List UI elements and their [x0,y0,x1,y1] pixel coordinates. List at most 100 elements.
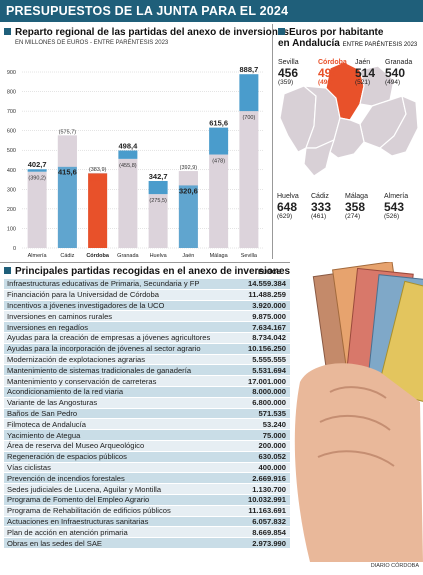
banknotes-photo [290,262,423,562]
city-jaen: Jaén 514 (521) [355,59,376,86]
row-label: Plan de acción en atención primaria [7,527,128,537]
row-amount: 1.130.700 [252,484,286,494]
row-label: Mantenimiento y conservación de carreter… [7,376,157,386]
row-amount: 2.973.990 [252,538,286,548]
y-tick-label: 400 [7,168,16,174]
row-amount: 10.032.991 [247,495,286,505]
row-label: Prevención de incendios forestales [7,473,125,483]
bar-current [27,169,47,172]
euros-column-header: EUROS [258,269,282,276]
bar-previous [239,111,259,248]
row-amount: 6.800.000 [252,398,286,408]
row-amount: 11.488.259 [248,290,286,300]
table-row: Infraestructuras educativas de Primaria,… [4,279,290,290]
x-tick-label: Córdoba [86,253,110,259]
table-row: Programa de Rehabilitación de edificios … [4,505,290,517]
row-amount: 5.531.694 [252,365,286,375]
table-row: Baños de San Pedro 571.535 [4,408,290,420]
bar-previous-top [178,171,198,186]
y-tick-label: 300 [7,187,16,193]
table-row: Filmoteca de Andalucía 53.240 [4,419,290,431]
row-amount: 630.052 [258,452,286,462]
prev-value-label: (390,2) [28,176,46,182]
table-row: Vías ciclistas 400.000 [4,462,290,474]
table-row: Financiación para la Universidad de Córd… [4,289,290,301]
row-amount: 75.000 [262,430,286,440]
bar-current [239,74,259,112]
row-amount: 17.001.000 [247,376,286,386]
bar-current [209,127,229,155]
row-amount: 8.000.000 [252,387,286,397]
row-label: Filmoteca de Andalucía [7,419,86,429]
x-tick-label: Huelva [150,253,168,259]
y-tick-label: 900 [7,70,16,76]
table-row: Área de reserva del Museo Arqueológico 20… [4,440,290,452]
province-malaga [329,117,365,159]
table-row: Mantenimiento de sistemas tradicionales … [4,365,290,377]
x-tick-label: Málaga [210,253,229,259]
chart-section-title: Reparto regional de las partidas del ane… [4,27,289,38]
row-label: Incentivos a jóvenes investigadores de l… [7,300,165,310]
bar-chart: 0 100 200 300 400 500 600 700 800 900 402,7 (390,2)… [7,65,264,259]
value-label: 381,8 [88,174,107,183]
table-row: Yacimiento de Ategua 75.000 [4,430,290,441]
x-tick-label: Jaén [182,253,194,259]
andalucia-map [279,61,419,177]
row-label: Mantenimiento de sistemas tradicionales … [7,365,192,375]
value-label: 888,7 [239,65,258,74]
bar-previous [209,154,229,248]
row-label: Regeneración de espacios públicos [7,452,127,462]
section-marker [4,28,11,35]
row-amount: 8.734.042 [252,333,286,343]
table-row: Regeneración de espacios públicos 630.052 [4,451,290,463]
row-label: Variante de las Angosturas [7,398,98,408]
row-label: Infraestructuras educativas de Primaria,… [7,279,200,289]
table-row: Obras en las sedes del SAE 2.973.990 [4,538,290,549]
table-row: Modernización de explotaciones agrarias 5… [4,354,290,366]
row-amount: 8.669.854 [252,527,286,537]
y-tick-label: 600 [7,129,16,135]
row-label: Área de reserva del Museo Arqueológico [7,441,145,451]
table-title: Principales partidas recogidas en el ane… [15,266,291,277]
row-label: Inversiones en regadíos [7,322,89,332]
row-label: Yacimiento de Ategua [7,430,81,440]
hand-with-banknotes-image [290,262,423,562]
section-divider [272,24,273,259]
section-divider [0,262,423,263]
table-row: Variante de las Angosturas 6.800.000 [4,397,290,409]
prev-value-label: (275,5) [149,198,167,204]
map-subtitle: ENTRE PARÉNTESIS 2023 [342,42,418,48]
source-credit: DIARIO CÓRDOBA [370,563,419,569]
page-title: PRESUPUESTOS DE LA JUNTA PARA EL 2024 [6,4,289,18]
row-amount: 5.555.555 [252,354,286,364]
table-row: Ayudas para la creación de empresas a jó… [4,332,290,344]
row-label: Sedes judiciales de Lucena, Aguilar y Mo… [7,484,162,494]
province-almeria [379,94,419,157]
map-section-title: Euros por habitante en Andalucía ENTRE PA… [278,27,417,51]
page-header: PRESUPUESTOS DE LA JUNTA PARA EL 2024 [0,0,423,22]
section-marker [4,267,11,274]
map-title-line1: Euros por habitante [289,27,384,38]
row-label: Inversiones en caminos rurales [7,311,113,321]
section-marker [278,28,285,35]
row-label: Baños de San Pedro [7,408,78,418]
bar-previous [148,194,168,248]
prev-value-label: (392,9) [180,165,198,171]
chart-title: Reparto regional de las partidas del ane… [15,27,289,38]
city-sevilla: Sevilla 456 (359) [278,59,299,86]
table-row: Incentivos a jóvenes investigadores de l… [4,300,290,312]
value-label: 615,6 [209,119,228,128]
city-huelva: Huelva 648 (629) [277,193,299,220]
map-title-line2: en Andalucía [278,38,340,49]
row-amount: 571.535 [258,408,286,418]
row-amount: 14.559.384 [247,279,286,289]
row-amount: 200.000 [258,441,286,451]
value-label: 320,6 [179,186,198,195]
city-malaga: Málaga 358 (274) [345,193,368,220]
bar-current [118,150,138,159]
row-label: Ayudas para la creación de empresas a jó… [7,333,211,343]
row-label: Programa de Fomento del Empleo Agrario [7,495,150,505]
row-label: Financiación para la Universidad de Córd… [7,290,159,300]
value-label: 402,7 [28,160,47,169]
bar-previous-top [57,135,77,167]
